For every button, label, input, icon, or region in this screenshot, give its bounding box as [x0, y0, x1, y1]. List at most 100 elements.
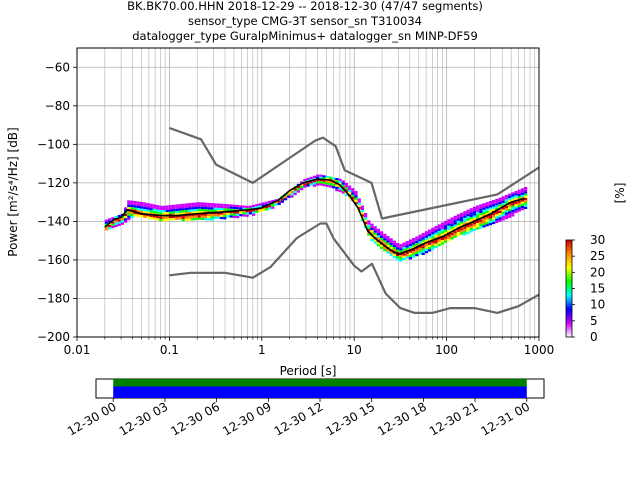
histogram-cell [191, 202, 195, 205]
histogram-cell [360, 207, 365, 211]
histogram-cell [485, 224, 489, 227]
histogram-cell [421, 239, 425, 242]
histogram-cell [136, 205, 141, 209]
histogram-cell [511, 205, 515, 208]
histogram-cell [146, 214, 150, 217]
histogram-cell [408, 257, 413, 260]
histogram-cell [476, 212, 480, 215]
histogram-cell [434, 241, 438, 244]
histogram-cell [354, 199, 358, 203]
histogram-cell [524, 195, 528, 198]
histogram-cell [252, 209, 256, 212]
histogram-cell [482, 207, 486, 210]
histogram-cell [165, 209, 169, 213]
histogram-cell [498, 197, 502, 200]
histogram-cell [428, 244, 432, 248]
histogram-cell [466, 229, 470, 232]
histogram-cell [380, 235, 384, 238]
colorbar-tick-label: 15 [590, 282, 605, 296]
histogram-cell [408, 252, 413, 255]
histogram-cell [431, 245, 435, 248]
histogram-cell [124, 218, 128, 221]
histogram-cell [245, 210, 249, 213]
histogram-cell [360, 212, 365, 215]
histogram-cell [370, 236, 374, 239]
histogram-cell [162, 212, 166, 215]
histogram-cell [293, 192, 297, 196]
histogram-cell [469, 214, 473, 218]
histogram-cell [418, 234, 422, 237]
histogram-cell [197, 204, 201, 207]
y-tick-label: −80 [45, 99, 70, 113]
histogram-cell [111, 217, 115, 220]
histogram-cell [200, 208, 205, 212]
histogram-cell [232, 215, 237, 218]
histogram-cell [488, 203, 493, 206]
histogram-cell [517, 200, 521, 203]
histogram-cell [316, 181, 320, 184]
histogram-cell [133, 203, 137, 206]
histogram-cell [399, 259, 403, 262]
histogram-cell [264, 208, 269, 211]
histogram-cell [191, 204, 195, 208]
histogram-cell [280, 198, 285, 201]
histogram-cell [293, 188, 297, 191]
histogram-cell [287, 195, 291, 198]
histogram-cell [140, 206, 144, 209]
histogram-cell [319, 178, 323, 182]
histogram-cell [117, 223, 121, 226]
histogram-cell [229, 204, 233, 207]
histogram-cell [514, 206, 518, 209]
histogram-cell [415, 240, 419, 244]
histogram-cell [476, 220, 480, 224]
histogram-cell [156, 211, 160, 214]
histogram-cell [412, 251, 416, 254]
histogram-cell [332, 181, 336, 184]
histogram-cell [511, 203, 515, 206]
histogram-cell [162, 218, 166, 222]
histogram-cell [184, 216, 189, 219]
histogram-cell [200, 206, 205, 209]
histogram-cell [396, 256, 400, 259]
histogram-cell [418, 247, 422, 251]
histogram-cell [364, 217, 368, 220]
histogram-cell [207, 218, 211, 221]
histogram-cell [341, 184, 345, 188]
histogram-cell [408, 250, 413, 253]
histogram-cell [130, 207, 134, 210]
histogram-cell [476, 207, 480, 210]
histogram-cell [492, 202, 496, 205]
histogram-cell [524, 200, 528, 203]
histogram-cell [498, 210, 502, 214]
histogram-cell [127, 204, 131, 207]
histogram-cell [255, 206, 259, 209]
histogram-cell [322, 175, 326, 178]
histogram-cell [472, 222, 477, 225]
histogram-cell [159, 210, 163, 213]
histogram-cell [309, 181, 313, 184]
x-tick-label: 0.01 [64, 343, 91, 357]
histogram-cell [415, 238, 419, 241]
histogram-cell [104, 228, 109, 231]
histogram-cell [482, 205, 486, 208]
histogram-cell [431, 227, 435, 230]
histogram-cell [197, 217, 201, 220]
histogram-cell [501, 211, 505, 214]
histogram-cell [463, 231, 467, 234]
x-tick-label: 1000 [524, 343, 555, 357]
histogram-cell [236, 216, 240, 219]
histogram-cell [204, 202, 208, 205]
histogram-cell [213, 207, 217, 210]
histogram-cell [392, 242, 397, 246]
histogram-cell [348, 189, 352, 193]
histogram-cell [325, 184, 329, 187]
histogram-cell [437, 228, 441, 231]
histogram-cell [460, 212, 464, 215]
histogram-cell [389, 247, 393, 250]
histogram-cell [415, 251, 419, 255]
histogram-cell [287, 191, 291, 194]
histogram-cell [188, 218, 192, 221]
histogram-cell [479, 210, 483, 214]
